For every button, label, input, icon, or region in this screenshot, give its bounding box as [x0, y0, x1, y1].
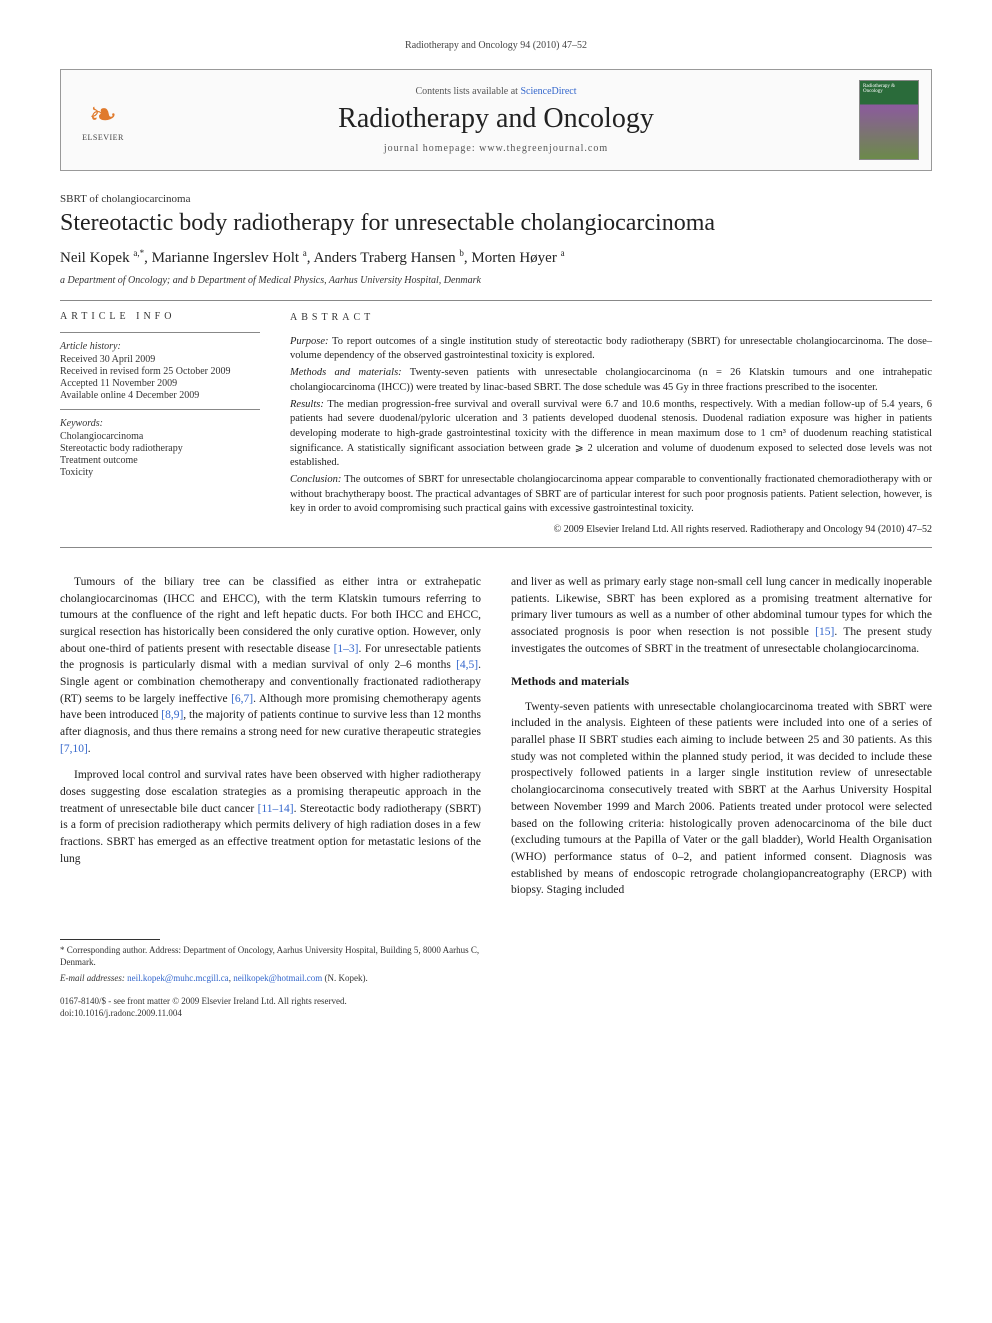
running-head: Radiotherapy and Oncology 94 (2010) 47–5…	[60, 40, 932, 51]
issn-line: 0167-8140/$ - see front matter © 2009 El…	[60, 995, 481, 1008]
intro-para-1: Tumours of the biliary tree can be class…	[60, 574, 481, 757]
abstract-methods: Methods and materials: Twenty-seven pati…	[290, 366, 932, 395]
intro-para-2: Improved local control and survival rate…	[60, 767, 481, 867]
homepage-label: journal homepage:	[384, 143, 479, 154]
journal-name: Radiotherapy and Oncology	[147, 103, 845, 135]
page-root: Radiotherapy and Oncology 94 (2010) 47–5…	[0, 0, 992, 1070]
elsevier-wordmark: ELSEVIER	[82, 133, 124, 142]
results-text: The median progression-free survival and…	[290, 399, 932, 469]
info-rule-2	[60, 409, 260, 410]
contents-available-line: Contents lists available at ScienceDirec…	[147, 86, 845, 97]
abstract-results: Results: The median progression-free sur…	[290, 398, 932, 471]
body-right-column: and liver as well as primary early stage…	[511, 574, 932, 909]
footnote-rule	[60, 939, 160, 940]
conclusion-label: Conclusion:	[290, 474, 341, 485]
cover-thumb-title: Radiotherapy & Oncology	[863, 84, 915, 94]
purpose-label: Purpose:	[290, 336, 329, 347]
article-title: Stereotactic body radiotherapy for unres…	[60, 209, 932, 238]
article-section-tag: SBRT of cholangiocarcinoma	[60, 193, 932, 205]
journal-cover-thumbnail: Radiotherapy & Oncology	[859, 80, 919, 160]
keyword-4: Toxicity	[60, 467, 260, 478]
results-label: Results:	[290, 399, 324, 410]
abstract-copyright: © 2009 Elsevier Ireland Ltd. All rights …	[290, 523, 932, 537]
homepage-url: www.thegreenjournal.com	[479, 143, 608, 154]
email-suffix: (N. Kopek).	[322, 973, 368, 983]
article-info-column: ARTICLE INFO Article history: Received 3…	[60, 311, 260, 537]
journal-header-box: ❧ ELSEVIER Contents lists available at S…	[60, 69, 932, 171]
abstract-purpose: Purpose: To report outcomes of a single …	[290, 335, 932, 364]
keyword-3: Treatment outcome	[60, 455, 260, 466]
methods-para-1: Twenty-seven patients with unresectable …	[511, 699, 932, 899]
history-label: Article history:	[60, 341, 260, 352]
keyword-1: Cholangiocarcinoma	[60, 431, 260, 442]
elsevier-logo: ❧ ELSEVIER	[73, 86, 133, 154]
methods-heading: Methods and materials	[511, 673, 932, 690]
intro-para-3: and liver as well as primary early stage…	[511, 574, 932, 657]
abstract-conclusion: Conclusion: The outcomes of SBRT for unr…	[290, 473, 932, 517]
keyword-2: Stereotactic body radiotherapy	[60, 443, 260, 454]
footer-right	[511, 939, 932, 1020]
page-footer: * Corresponding author. Address: Departm…	[60, 939, 932, 1020]
history-accepted: Accepted 11 November 2009	[60, 378, 260, 389]
body-columns: Tumours of the biliary tree can be class…	[60, 574, 932, 909]
history-online: Available online 4 December 2009	[60, 390, 260, 401]
methods-label: Methods and materials:	[290, 367, 402, 378]
email-link-1[interactable]: neil.kopek@muhc.mcgill.ca	[127, 973, 229, 983]
email-line: E-mail addresses: neil.kopek@muhc.mcgill…	[60, 972, 481, 985]
article-info-heading: ARTICLE INFO	[60, 311, 260, 322]
email-link-2[interactable]: neilkopek@hotmail.com	[233, 973, 322, 983]
email-label: E-mail addresses:	[60, 973, 127, 983]
affiliation-line: a Department of Oncology; and b Departme…	[60, 275, 932, 286]
info-rule-1	[60, 332, 260, 333]
divider-top	[60, 300, 932, 301]
contents-prefix: Contents lists available at	[415, 86, 520, 97]
header-center: Contents lists available at ScienceDirec…	[147, 86, 845, 154]
abstract-column: ABSTRACT Purpose: To report outcomes of …	[290, 311, 932, 537]
journal-homepage-line: journal homepage: www.thegreenjournal.co…	[147, 143, 845, 154]
elsevier-tree-icon: ❧	[89, 99, 118, 133]
corresponding-author: * Corresponding author. Address: Departm…	[60, 944, 481, 969]
authors-line: Neil Kopek a,*, Marianne Ingerslev Holt …	[60, 248, 932, 267]
divider-bottom	[60, 547, 932, 548]
info-abstract-row: ARTICLE INFO Article history: Received 3…	[60, 311, 932, 537]
body-left-column: Tumours of the biliary tree can be class…	[60, 574, 481, 909]
purpose-text: To report outcomes of a single instituti…	[290, 336, 932, 362]
keywords-label: Keywords:	[60, 418, 260, 429]
history-revised: Received in revised form 25 October 2009	[60, 366, 260, 377]
conclusion-text: The outcomes of SBRT for unresectable ch…	[290, 474, 932, 514]
abstract-heading: ABSTRACT	[290, 311, 932, 325]
doi-line: doi:10.1016/j.radonc.2009.11.004	[60, 1007, 481, 1020]
sciencedirect-link[interactable]: ScienceDirect	[520, 86, 576, 97]
footer-left: * Corresponding author. Address: Departm…	[60, 939, 481, 1020]
history-received: Received 30 April 2009	[60, 354, 260, 365]
